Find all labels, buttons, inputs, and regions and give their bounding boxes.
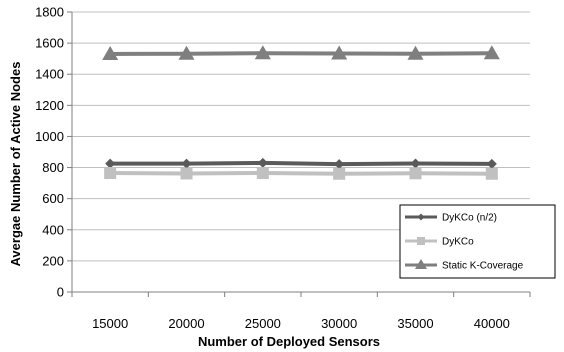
point-dykco-n-2-15000 bbox=[105, 158, 116, 169]
point-dykco-40000 bbox=[485, 167, 498, 180]
series-static-k-coverage bbox=[102, 45, 500, 60]
x-tick-label-30000: 30000 bbox=[321, 316, 357, 331]
y-tick-label-0: 0 bbox=[57, 285, 64, 300]
series-line-dykco-n-2 bbox=[110, 160, 492, 167]
series-line-dykco bbox=[110, 170, 492, 176]
point-dykco-30000 bbox=[333, 167, 346, 180]
legend-marker-dykco bbox=[417, 237, 425, 245]
y-tick-label-1800: 1800 bbox=[35, 5, 64, 20]
point-static-k-coverage-25000 bbox=[254, 45, 271, 60]
legend-marker-static-k-coverage bbox=[415, 259, 427, 269]
point-static-k-coverage-30000 bbox=[331, 45, 348, 60]
point-dykco-n-2-40000 bbox=[486, 158, 497, 169]
y-tick-label-1400: 1400 bbox=[35, 67, 64, 82]
x-tick-label-25000: 25000 bbox=[245, 316, 281, 331]
point-static-k-coverage-35000 bbox=[407, 45, 424, 60]
legend-label-dykco: DyKCo bbox=[442, 237, 474, 248]
y-tick-label-1200: 1200 bbox=[35, 98, 64, 113]
gridlines bbox=[72, 11, 530, 262]
point-dykco-25000 bbox=[256, 167, 269, 179]
y-axis: 0 200 400 600 800 1000 1200 1400 1600 1800 bbox=[35, 5, 73, 300]
y-tick-label-800: 800 bbox=[42, 160, 64, 175]
y-tick-label-1600: 1600 bbox=[35, 36, 64, 51]
x-axis: 15000 20000 25000 30000 35000 40000 bbox=[71, 291, 531, 331]
series-dykco-n-2 bbox=[105, 157, 497, 170]
legend-label-dykco-n-2: DyKCo (n/2) bbox=[442, 213, 497, 224]
point-dykco-20000 bbox=[180, 167, 193, 180]
y-tick-label-1000: 1000 bbox=[35, 129, 64, 144]
point-dykco-n-2-35000 bbox=[410, 158, 421, 169]
x-tick-label-40000: 40000 bbox=[474, 316, 510, 331]
point-dykco-n-2-25000 bbox=[257, 157, 268, 168]
series-line-static-k-coverage bbox=[110, 51, 492, 56]
point-dykco-35000 bbox=[409, 167, 422, 180]
y-tick-label-400: 400 bbox=[42, 222, 64, 237]
x-tick-label-20000: 20000 bbox=[168, 316, 204, 331]
series-dykco bbox=[104, 167, 498, 180]
legend-marker-dykco-n-2 bbox=[417, 213, 425, 221]
point-dykco-15000 bbox=[104, 167, 117, 179]
point-dykco-n-2-30000 bbox=[334, 159, 345, 170]
x-axis-title: Number of Deployed Sensors bbox=[198, 334, 380, 349]
legend: DyKCo (n/2) DyKCo Static K-Coverage bbox=[399, 204, 556, 279]
y-axis-title: Avergae Number of Active Nodes bbox=[8, 62, 23, 267]
series-group bbox=[102, 45, 500, 180]
x-tick-label-35000: 35000 bbox=[397, 316, 433, 331]
legend-label-static-k-coverage: Static K-Coverage bbox=[442, 261, 524, 272]
y-tick-label-600: 600 bbox=[42, 191, 64, 206]
point-static-k-coverage-15000 bbox=[102, 46, 119, 60]
point-static-k-coverage-40000 bbox=[483, 45, 500, 60]
y-tick-label-200: 200 bbox=[42, 253, 64, 268]
point-static-k-coverage-20000 bbox=[178, 45, 195, 60]
x-tick-label-15000: 15000 bbox=[92, 316, 128, 331]
point-dykco-n-2-20000 bbox=[181, 158, 192, 169]
